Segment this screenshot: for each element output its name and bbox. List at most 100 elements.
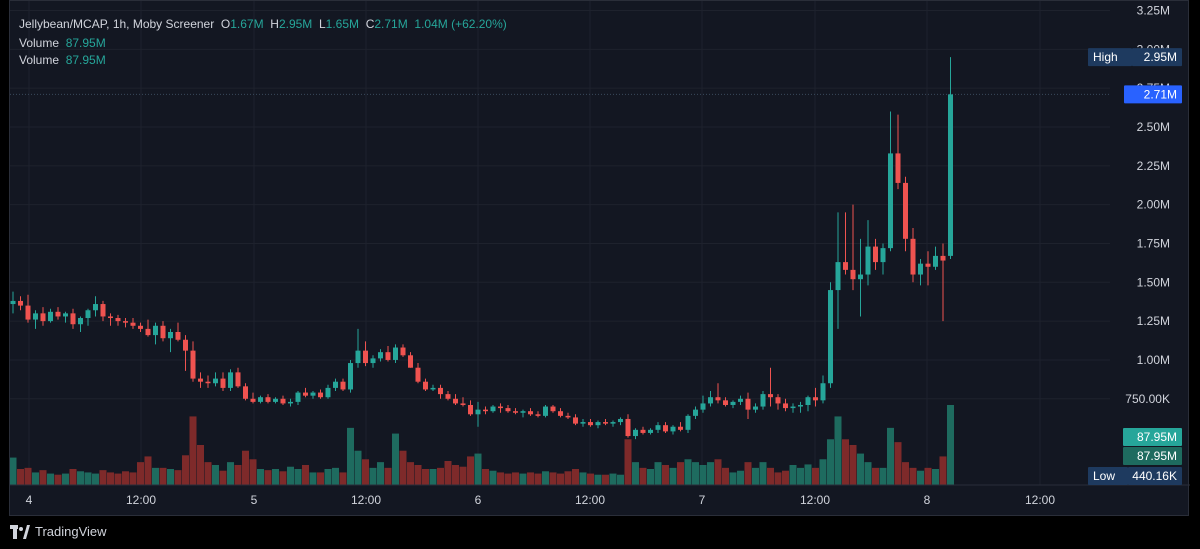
low-label-badge: Low (1093, 469, 1115, 483)
volume-bar (714, 459, 722, 485)
candle-body (483, 409, 488, 412)
volume-badge: 87.95M (1137, 449, 1177, 463)
volume-bar (602, 474, 609, 485)
candle-body (70, 313, 76, 325)
volume-bar (669, 467, 677, 485)
volume-bar (819, 459, 827, 485)
volume-bar (197, 445, 204, 485)
candle-body (618, 418, 623, 423)
candle-body (160, 325, 166, 339)
candle-body (910, 238, 916, 275)
volume-bar (609, 473, 617, 485)
candle-body (678, 426, 683, 430)
volume-bar (774, 472, 782, 485)
candle-body (843, 262, 848, 270)
candle-body (565, 415, 571, 418)
volume-bar (47, 473, 54, 485)
footer: TradingView (0, 516, 1200, 549)
candle-body (258, 397, 263, 402)
volume-bar (917, 470, 924, 485)
volume-bar (902, 462, 909, 485)
volume-bar (504, 473, 512, 485)
volume-bar (572, 469, 579, 485)
volume-bar (167, 469, 174, 485)
low-value: 1.65M (325, 17, 360, 31)
tradingview-logo[interactable]: TradingView (10, 524, 107, 539)
candle-body (130, 322, 136, 326)
high-value-badge: 2.95M (1144, 50, 1177, 64)
candle-body (558, 411, 563, 416)
candle-body (648, 429, 653, 433)
candle-body (108, 316, 113, 319)
low-label: L (318, 17, 326, 31)
candle-body (325, 387, 331, 398)
volume-bar (512, 472, 519, 485)
volume-bar (879, 467, 887, 485)
candle-body (48, 311, 53, 322)
volume-bar (684, 459, 692, 485)
volume-bar (699, 465, 707, 485)
candle-body (288, 401, 293, 404)
candle-body (633, 429, 638, 437)
volume-bar (579, 472, 587, 485)
volume-bar (594, 474, 602, 485)
volume-bar (39, 470, 47, 485)
candle-body (430, 387, 436, 390)
volume-bar (924, 467, 932, 485)
candle-body (850, 269, 856, 280)
volume-bar (182, 455, 189, 485)
candle-body (348, 363, 353, 390)
candle-body (363, 350, 368, 364)
volume-bar (947, 405, 954, 485)
candle-body (100, 304, 106, 317)
high-label-badge-bg (1088, 48, 1132, 67)
volume-bar (242, 450, 249, 485)
candle-body (243, 386, 248, 399)
candle-body (168, 331, 173, 339)
volume-bar (812, 467, 819, 485)
volume-bar (587, 473, 594, 485)
candle-body (948, 94, 953, 256)
candle-body (588, 422, 593, 426)
volume-bar (317, 472, 324, 485)
x-tick-label: 12:00 (575, 493, 605, 507)
candle-body (475, 409, 481, 415)
x-tick-label: 8 (924, 493, 931, 507)
y-tick-label: 1.25M (1137, 314, 1170, 328)
candle-body (783, 403, 788, 409)
volume-bar (737, 470, 744, 485)
volume-bar (722, 467, 729, 485)
candle-body (205, 381, 211, 384)
volume-bar (932, 469, 939, 485)
volume-bar (422, 469, 429, 485)
volume-bar (174, 470, 182, 485)
candle-body (40, 313, 46, 322)
volume-bar (767, 467, 774, 485)
candle-body (33, 313, 38, 320)
volume-bar (677, 462, 684, 485)
candle-body (93, 304, 98, 311)
candlestick-chart[interactable]: 3.25M3.00M2.75M2.50M2.25M2.00M1.75M1.50M… (10, 1, 1190, 517)
y-tick-label: 3.25M (1137, 4, 1170, 18)
y-tick-label: 2.00M (1137, 198, 1170, 212)
symbol-title: Jellybean/MCAP, 1h, Moby Screener (19, 17, 215, 31)
volume-bar (287, 466, 294, 485)
candle-body (310, 392, 316, 396)
candle-body (873, 246, 878, 263)
volume-bar (534, 473, 542, 485)
y-tick-label: 2.25M (1137, 159, 1170, 173)
volume-bar (527, 472, 534, 485)
last-price-badge: 2.71M (1144, 87, 1177, 101)
volume-bar (827, 439, 834, 485)
candle-body (250, 398, 256, 402)
candle-body (468, 404, 473, 415)
candle-body (333, 381, 338, 388)
candle-body (685, 415, 691, 430)
ohlc-legend: Jellybean/MCAP, 1h, Moby Screener O1.67M… (19, 17, 507, 31)
candle-body (543, 406, 548, 416)
volume-bar (324, 469, 332, 485)
x-tick-label: 12:00 (800, 493, 830, 507)
volume-bar (632, 462, 639, 485)
volume-bar (842, 439, 849, 485)
volume-bar (459, 466, 467, 485)
